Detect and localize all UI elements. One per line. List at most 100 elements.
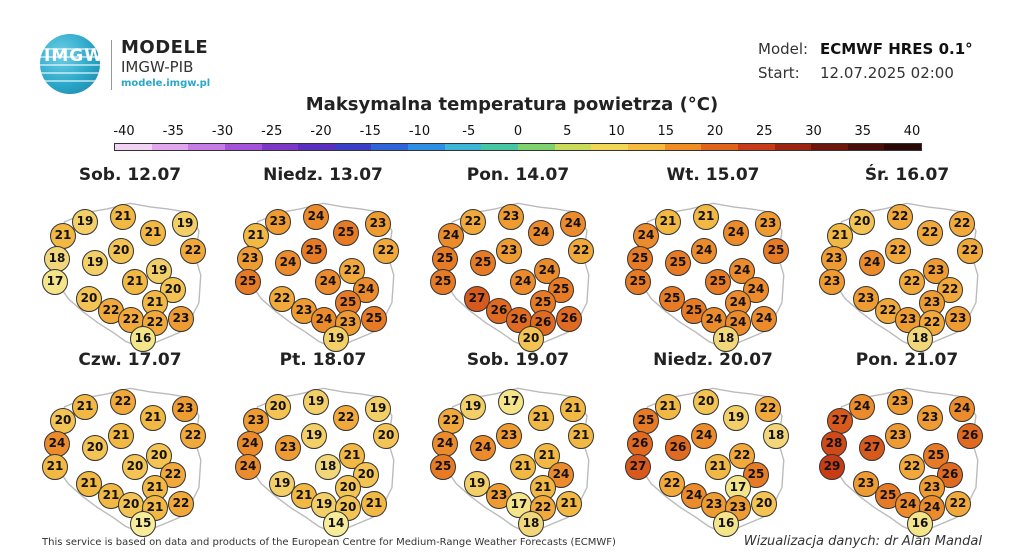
city-temperature-marker: 21 [50, 222, 76, 249]
scale-tick-label: -35 [162, 124, 184, 139]
city-temperature-marker: 20 [265, 393, 291, 420]
city-temperature-marker: 22 [899, 454, 925, 481]
forecast-panel: Pon. 14.07 24 22 23 24 24 23 22 25 25 24 25 27 24 25 26… [423, 165, 613, 355]
city-temperature-marker: 22 [333, 404, 359, 431]
forecast-panel: Pon. 21.07 27 24 23 24 23 23 26 28 27 25 29 23 22 26 25… [812, 350, 1002, 540]
city-temperature-marker: 21 [72, 393, 98, 420]
logo-text: IMGW [44, 46, 100, 66]
scale-color-step [847, 144, 885, 150]
city-temperature-marker: 22 [180, 423, 206, 450]
scale-color-step [591, 144, 628, 150]
scale-tick-label: 5 [563, 124, 572, 139]
poland-map: 23 20 19 19 22 19 20 24 23 21 24 19 18 20 21 20 19 20 21 14 [228, 370, 418, 540]
scale-color-step [444, 144, 482, 150]
city-temperature-marker: 24 [303, 204, 329, 231]
city-temperature-marker: 21 [655, 208, 681, 235]
city-temperature-marker: 21 [76, 470, 102, 497]
city-temperature-marker: 21 [98, 482, 124, 509]
city-temperature-marker: 19 [365, 395, 391, 422]
scale-color-step [554, 144, 592, 150]
city-temperature-marker: 24 [723, 219, 749, 246]
scale-color-step [334, 144, 372, 150]
city-temperature-marker: 17 [42, 269, 68, 296]
scale-color-step [627, 144, 665, 150]
city-temperature-marker: 22 [899, 269, 925, 296]
city-temperature-marker: 22 [269, 285, 295, 312]
city-temperature-marker: 22 [917, 219, 943, 246]
model-meta: Model: ECMWF HRES 0.1° Start: 12.07.2025… [758, 40, 973, 88]
city-temperature-marker: 19 [303, 389, 329, 416]
panel-day-title: Pt. 18.07 [279, 350, 367, 370]
city-temperature-marker: 24 [353, 276, 379, 303]
scale-tick-label: -40 [113, 124, 135, 139]
city-temperature-marker: 25 [235, 269, 261, 296]
city-temperature-marker: 18 [315, 454, 341, 481]
scale-tick-label: -5 [462, 124, 476, 139]
city-temperature-marker: 23 [885, 423, 911, 450]
forecast-panel: Sob. 12.07 21 19 21 19 21 20 22 18 19 19 17 20 21 20 22… [35, 165, 225, 355]
forecast-panel: Sob. 19.07 22 19 17 21 21 23 21 24 24 21 25 19 21 24 23… [423, 350, 613, 540]
city-temperature-marker: 19 [269, 470, 295, 497]
forecast-panel: Wt. 15.07 24 21 21 23 24 24 25 25 25 24 25 25 25 24 25 2… [618, 165, 808, 355]
city-temperature-marker: 25 [430, 269, 456, 296]
city-temperature-marker: 25 [432, 245, 458, 272]
city-temperature-marker: 19 [82, 250, 108, 277]
city-temperature-marker: 22 [142, 309, 168, 336]
scale-tick-label: -20 [310, 124, 332, 139]
scale-color-step [371, 144, 409, 150]
city-temperature-marker: 17 [506, 492, 532, 519]
city-temperature-marker: 25 [470, 250, 496, 277]
city-temperature-marker: 22 [755, 395, 781, 422]
city-temperature-marker: 23 [496, 423, 522, 450]
visualization-credit: Wizualizacja danych: dr Alan Mandal [743, 534, 982, 549]
city-temperature-marker: 21 [140, 219, 166, 246]
poland-map: 24 21 21 23 24 24 25 25 25 24 25 25 25 24 25 24 24 24 24 18 [618, 185, 808, 355]
city-temperature-marker: 20 [751, 491, 777, 518]
logo-divider [111, 40, 112, 90]
scale-tick-label: 35 [854, 124, 872, 139]
scale-color-step [151, 144, 189, 150]
city-temperature-marker: 21 [556, 491, 582, 518]
scale-color-step [224, 144, 262, 150]
forecast-panel: Niedz. 20.07 25 21 20 22 19 24 18 26 26 22 27 22 21 25… [618, 350, 808, 540]
city-temperature-marker: 21 [560, 395, 586, 422]
city-temperature-marker: 23 [853, 470, 879, 497]
scale-tick-label: 0 [513, 124, 523, 139]
city-temperature-marker: 23 [243, 407, 269, 434]
panel-day-title: Pon. 21.07 [855, 350, 959, 370]
brand-url[interactable]: modele.imgw.pl [121, 78, 211, 89]
model-value: ECMWF HRES 0.1° [820, 40, 973, 58]
city-temperature-marker: 21 [534, 443, 560, 470]
city-temperature-marker: 17 [498, 389, 524, 416]
panel-day-title: Pon. 14.07 [466, 165, 570, 185]
scale-color-step [664, 144, 702, 150]
scale-labels: -40 -35 -30 -25 -20 -15 -10 -5 0 5 10 15 20 25 30 35 40 [113, 124, 920, 140]
city-temperature-marker: 19 [460, 393, 486, 420]
city-temperature-marker: 24 [275, 250, 301, 277]
panel-day-title: Śr. 16.07 [864, 165, 950, 185]
city-temperature-marker: 24 [691, 423, 717, 450]
city-temperature-marker: 28 [821, 430, 847, 457]
city-temperature-marker: 24 [470, 435, 496, 462]
city-temperature-marker: 23 [498, 204, 524, 231]
brand-subtitle: IMGW-PIB [121, 58, 194, 76]
city-temperature-marker: 25 [361, 306, 387, 333]
scale-tick-label: -10 [408, 124, 431, 139]
scale-tick-label: 25 [755, 124, 773, 139]
city-temperature-marker: 22 [180, 238, 206, 265]
city-temperature-marker: 20 [849, 208, 875, 235]
city-temperature-marker: 24 [949, 395, 975, 422]
city-temperature-marker: 16 [130, 326, 156, 353]
scale-tick-label: 10 [608, 124, 625, 139]
poland-map: 21 19 21 19 21 20 22 18 19 19 17 20 21 20 22 21 22 22 23 16 [35, 185, 225, 355]
city-temperature-marker: 15 [130, 511, 156, 538]
city-temperature-marker: 23 [265, 208, 291, 235]
city-temperature-marker: 19 [172, 210, 198, 237]
imgw-logo: IMGW [40, 34, 100, 94]
city-temperature-marker: 26 [937, 461, 963, 488]
city-temperature-marker: 20 [518, 326, 544, 353]
city-temperature-marker: 22 [659, 470, 685, 497]
city-temperature-marker: 22 [160, 461, 186, 488]
city-temperature-marker: 19 [301, 423, 327, 450]
city-temperature-marker: 19 [323, 326, 349, 353]
